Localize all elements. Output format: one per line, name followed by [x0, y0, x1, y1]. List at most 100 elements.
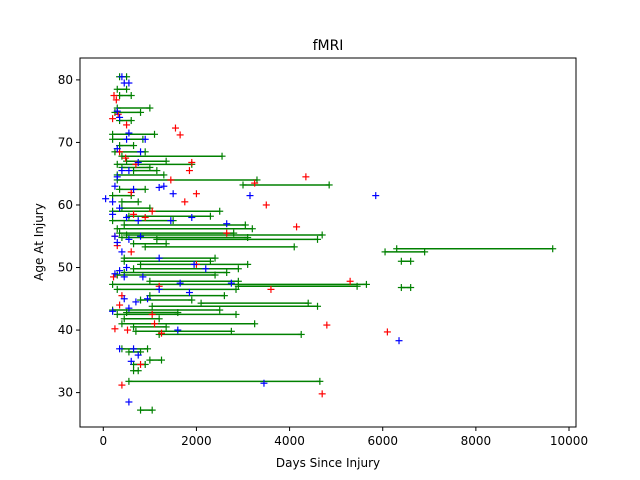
green-point — [206, 212, 214, 220]
red-point — [176, 131, 184, 139]
green-point — [125, 348, 133, 356]
green-point — [325, 181, 333, 189]
green-point — [318, 231, 326, 239]
green-point — [211, 271, 219, 279]
blue-point — [174, 326, 182, 334]
green-point — [162, 157, 170, 165]
green-point — [155, 315, 163, 323]
blue-point — [125, 235, 133, 243]
blue-point — [246, 192, 254, 200]
green-series-line — [239, 181, 333, 189]
green-point — [397, 284, 405, 292]
red-point — [110, 273, 118, 281]
blue-point — [202, 265, 210, 273]
green-point — [144, 345, 152, 353]
green-point — [290, 243, 298, 251]
y-tick-label: 60 — [58, 198, 73, 212]
red-point — [318, 390, 326, 398]
green-series-line — [130, 167, 161, 175]
green-series-line — [153, 235, 322, 243]
green-point — [118, 233, 126, 241]
green-series-line — [116, 142, 138, 150]
x-tick-label: 4000 — [274, 434, 305, 448]
red-point — [167, 176, 175, 184]
green-point — [120, 221, 128, 229]
blue-point — [372, 192, 380, 200]
red-point — [114, 110, 122, 118]
green-point — [381, 248, 389, 256]
green-point — [109, 192, 117, 200]
green-point — [137, 108, 145, 116]
blue-point — [118, 248, 126, 256]
blue-point — [190, 260, 198, 268]
green-point — [244, 260, 252, 268]
red-point — [346, 277, 354, 285]
red-point — [116, 301, 124, 309]
blue-point — [125, 398, 133, 406]
blue-point — [116, 204, 124, 212]
red-point — [118, 381, 126, 389]
green-point — [216, 207, 224, 215]
axes-frame — [79, 57, 577, 428]
green-point — [397, 257, 405, 265]
blue-point — [134, 158, 142, 166]
green-series-line — [397, 257, 415, 265]
green-series-line — [113, 285, 240, 293]
red-point — [151, 320, 159, 328]
green-point — [206, 257, 214, 265]
blue-point — [125, 167, 133, 175]
green-series-line — [397, 284, 415, 292]
x-tick-label: 8000 — [461, 434, 492, 448]
y-tick-label: 50 — [58, 261, 73, 275]
green-series-line — [234, 282, 361, 290]
red-point — [267, 285, 275, 293]
green-point — [148, 406, 156, 414]
green-series-line — [116, 92, 135, 100]
green-point — [393, 245, 401, 253]
blue-point — [116, 267, 124, 275]
green-point — [146, 277, 154, 285]
green-series-line — [116, 229, 238, 237]
green-point — [304, 299, 312, 307]
red-point — [110, 92, 118, 100]
green-series-line — [137, 296, 196, 304]
plot-area — [79, 57, 577, 428]
red-point — [323, 321, 331, 329]
green-point — [234, 265, 242, 273]
blue-point — [118, 73, 126, 81]
red-point — [185, 167, 193, 175]
green-series-line — [109, 280, 370, 288]
green-point — [123, 85, 131, 93]
green-point — [127, 92, 135, 100]
green-series-line — [197, 299, 312, 307]
green-point — [362, 280, 370, 288]
green-series-line — [113, 310, 240, 318]
green-point — [118, 320, 126, 328]
blue-point — [125, 304, 133, 312]
green-point — [130, 265, 138, 273]
blue-point — [188, 213, 196, 221]
green-point — [353, 282, 361, 290]
green-point — [141, 185, 149, 193]
green-point — [158, 356, 166, 364]
green-point — [216, 306, 224, 314]
green-series-line — [109, 130, 159, 138]
green-series-line — [113, 171, 168, 179]
green-point — [134, 367, 142, 375]
green-point — [220, 292, 228, 300]
red-point — [112, 96, 120, 104]
green-point — [188, 296, 196, 304]
green-point — [113, 85, 121, 93]
red-point — [127, 248, 135, 256]
green-point — [118, 152, 126, 160]
green-series-line — [118, 152, 226, 160]
blue-point — [223, 220, 231, 228]
green-point — [120, 315, 128, 323]
blue-point — [167, 217, 175, 225]
blue-point — [125, 79, 133, 87]
green-point — [130, 142, 138, 150]
red-point — [124, 326, 132, 334]
red-point — [181, 198, 189, 206]
blue-point — [123, 213, 131, 221]
